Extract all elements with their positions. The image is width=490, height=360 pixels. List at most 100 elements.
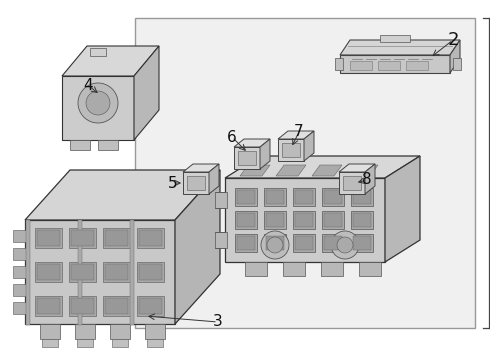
Text: 4: 4	[83, 77, 93, 93]
Bar	[35, 262, 62, 282]
Bar	[37, 264, 60, 280]
Bar	[343, 176, 361, 190]
Bar	[245, 262, 267, 276]
Bar	[13, 284, 27, 296]
Bar	[13, 230, 27, 242]
Bar	[295, 190, 313, 204]
Bar	[237, 190, 255, 204]
Bar	[35, 296, 62, 316]
Circle shape	[261, 231, 289, 259]
Bar	[105, 264, 128, 280]
Bar	[321, 262, 343, 276]
Bar	[139, 298, 162, 314]
Polygon shape	[209, 164, 219, 194]
Bar	[322, 234, 344, 252]
Bar	[380, 35, 410, 42]
Bar	[324, 213, 342, 227]
Bar	[69, 228, 96, 248]
Bar	[324, 236, 342, 250]
Bar	[71, 264, 94, 280]
Polygon shape	[339, 164, 375, 172]
Bar	[378, 61, 400, 70]
Bar	[112, 339, 128, 347]
Bar	[78, 220, 82, 325]
Bar	[13, 248, 27, 260]
Bar	[147, 339, 163, 347]
Polygon shape	[234, 139, 270, 147]
Polygon shape	[175, 170, 220, 324]
Bar	[351, 211, 373, 229]
Polygon shape	[240, 165, 270, 176]
Bar	[266, 190, 284, 204]
Bar	[295, 236, 313, 250]
Bar	[130, 220, 134, 325]
Bar	[137, 262, 164, 282]
Bar	[110, 324, 130, 339]
Bar	[77, 339, 93, 347]
Bar	[359, 262, 381, 276]
Bar	[103, 296, 130, 316]
Text: 2: 2	[447, 31, 459, 49]
Bar	[322, 188, 344, 206]
Polygon shape	[312, 165, 342, 176]
Text: 8: 8	[362, 172, 372, 188]
Bar	[266, 236, 284, 250]
Text: 3: 3	[213, 315, 223, 329]
Bar	[70, 140, 90, 150]
Bar	[293, 234, 315, 252]
Bar	[26, 220, 30, 325]
Bar	[105, 298, 128, 314]
Circle shape	[337, 237, 353, 253]
Bar	[145, 324, 165, 339]
Bar	[103, 262, 130, 282]
Circle shape	[86, 91, 110, 115]
Polygon shape	[365, 164, 375, 194]
Bar	[351, 234, 373, 252]
Bar	[139, 264, 162, 280]
Polygon shape	[385, 156, 420, 262]
Polygon shape	[260, 139, 270, 169]
Bar	[37, 298, 60, 314]
Bar	[37, 230, 60, 246]
Polygon shape	[62, 76, 134, 140]
Bar	[90, 48, 106, 56]
Bar	[215, 232, 227, 248]
Bar	[137, 228, 164, 248]
Bar	[238, 151, 256, 165]
Bar	[353, 236, 371, 250]
Bar	[13, 302, 27, 314]
Text: 6: 6	[227, 130, 237, 144]
Polygon shape	[225, 178, 385, 262]
Bar	[353, 213, 371, 227]
Bar	[322, 211, 344, 229]
Bar	[105, 230, 128, 246]
Polygon shape	[278, 131, 314, 139]
Bar	[264, 188, 286, 206]
Bar	[187, 176, 205, 190]
Bar	[237, 236, 255, 250]
Polygon shape	[278, 139, 304, 161]
Bar	[135, 18, 475, 328]
Bar	[42, 339, 58, 347]
Bar	[293, 211, 315, 229]
Polygon shape	[25, 220, 175, 324]
Bar	[237, 213, 255, 227]
Polygon shape	[348, 165, 378, 176]
Polygon shape	[276, 165, 306, 176]
Bar	[264, 211, 286, 229]
Circle shape	[78, 83, 118, 123]
Polygon shape	[234, 147, 260, 169]
Circle shape	[267, 237, 283, 253]
Bar	[13, 266, 27, 278]
Bar	[235, 234, 257, 252]
Bar	[215, 192, 227, 208]
Bar	[139, 230, 162, 246]
Bar	[453, 58, 461, 70]
Bar	[282, 143, 300, 157]
Polygon shape	[304, 131, 314, 161]
Text: 5: 5	[168, 175, 178, 190]
Bar	[264, 234, 286, 252]
Bar	[35, 228, 62, 248]
Bar	[235, 211, 257, 229]
Bar	[335, 58, 343, 70]
